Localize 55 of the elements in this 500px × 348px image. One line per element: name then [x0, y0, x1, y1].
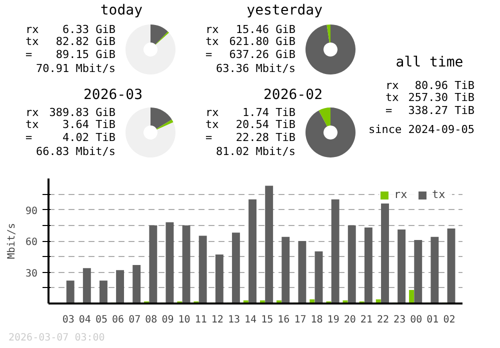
y-tick-label: 30 [25, 268, 38, 280]
text: all time [396, 54, 464, 70]
x-tick-label: 00 [410, 314, 422, 326]
text: rx 1.74 TiB [206, 106, 296, 119]
x-tick-label: 10 [178, 314, 190, 326]
y-axis-title: Mbit/s [6, 222, 18, 260]
text: = 22.28 TiB [206, 131, 296, 144]
text: tx 3.64 TiB [26, 118, 116, 131]
text: = 338.27 TiB [386, 104, 475, 117]
x-tick-label: 13 [228, 314, 240, 326]
text: tx 82.82 GiB [26, 35, 116, 48]
x-tick-label: 21 [360, 314, 372, 326]
x-tick-label: 02 [443, 314, 456, 326]
text: 81.02 Mbit/s [216, 145, 296, 158]
x-tick-label: 15 [261, 314, 274, 326]
text: = 89.15 GiB [26, 48, 116, 61]
y-tick-label: 90 [25, 206, 38, 217]
x-tick-label: 22 [376, 314, 390, 326]
x-tick-label: 04 [78, 314, 91, 326]
x-tick-label: 06 [112, 314, 124, 326]
text: 70.91 Mbit/s [36, 62, 116, 75]
x-tick-label: 08 [145, 314, 158, 326]
x-tick-label: 16 [278, 314, 290, 326]
text: tx 20.54 TiB [206, 118, 296, 131]
y-tick-label: 60 [25, 237, 38, 248]
text: = 637.26 GiB [206, 48, 296, 61]
x-tick-label: 18 [310, 314, 323, 326]
x-tick-label: 09 [162, 314, 174, 326]
text: 63.36 Mbit/s [216, 62, 296, 75]
chart-title: yesterday [246, 2, 322, 18]
x-tick-label: 14 [244, 314, 257, 326]
text: rx 15.46 GiB [206, 23, 296, 36]
text: tx 257.30 TiB [386, 91, 475, 104]
x-tick-label: 07 [128, 314, 141, 326]
chart-title: 2026-03 [84, 87, 143, 103]
x-tick-label: 11 [194, 314, 207, 326]
x-tick-label: 19 [327, 314, 340, 326]
text: since 2024-09-05 [368, 123, 475, 136]
x-tick-label: 01 [426, 314, 439, 326]
x-tick-label: 17 [294, 314, 306, 326]
text: rx 80.96 TiB [386, 79, 475, 92]
text: rx 389.83 GiB [26, 106, 116, 119]
x-tick-label: 12 [211, 314, 224, 326]
chart-title: today [100, 2, 143, 18]
x-tick-label: 05 [95, 314, 108, 326]
chart-title: 2026-02 [264, 87, 323, 103]
x-tick-label: 20 [344, 314, 356, 326]
text: rx 6.33 GiB [26, 23, 116, 36]
legend-label: tx [432, 188, 446, 201]
text: = 4.02 TiB [26, 131, 116, 144]
x-tick-label: 03 [62, 314, 74, 326]
legend-label: rx [394, 188, 408, 201]
text: 66.83 Mbit/s [36, 145, 116, 158]
x-tick-label: 23 [394, 314, 406, 326]
text: tx 621.80 GiB [206, 35, 296, 48]
